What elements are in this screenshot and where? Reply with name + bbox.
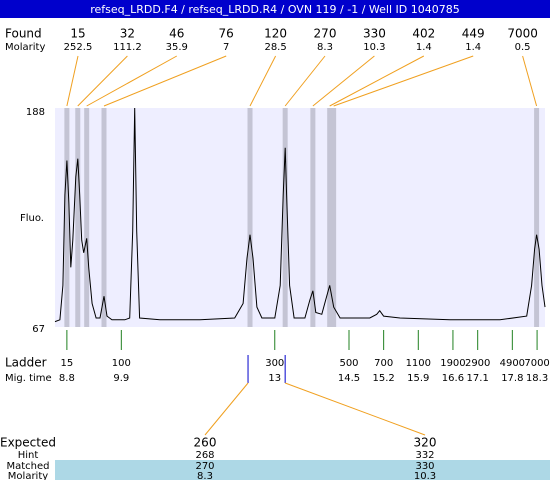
expected-matched: 330 [415, 461, 434, 472]
peak-connector [66, 55, 79, 107]
y-tick-label: 67 [32, 324, 45, 335]
peak-band [310, 108, 316, 327]
plot-area [55, 108, 545, 327]
ladder-size: 300 [265, 358, 284, 369]
ladder-size: 100 [112, 358, 131, 369]
ladder-size: 500 [339, 358, 358, 369]
expected-hint: 332 [415, 450, 434, 461]
found-molarity: 0.5 [515, 42, 531, 53]
ladder-time: 15.2 [373, 373, 395, 384]
ladder-size: 700 [374, 358, 393, 369]
found-size: 270 [314, 27, 337, 41]
ladder-size: 7000 [524, 358, 549, 369]
found-molarity: 35.9 [166, 42, 188, 53]
found-size: 330 [363, 27, 386, 41]
ladder-time: 14.5 [338, 373, 360, 384]
ladder-time: 8.8 [59, 373, 75, 384]
found-size: 120 [264, 27, 287, 41]
ladder-time: 16.6 [442, 373, 464, 384]
molarity-label: Molarity [5, 42, 45, 53]
expected-row-label: Hint [18, 450, 39, 461]
peak-band [331, 108, 337, 327]
ladder-size: 2900 [465, 358, 490, 369]
found-molarity: 28.5 [264, 42, 286, 53]
peak-connector [86, 55, 178, 107]
time-label: Mig. time [5, 373, 52, 384]
ladder-size: 1900 [440, 358, 465, 369]
peak-band [282, 108, 288, 327]
found-label: Found [5, 27, 42, 41]
title-bar [0, 0, 550, 18]
expected-row-label: Molarity [8, 471, 48, 480]
y-axis-label: Fluo. [20, 213, 44, 224]
peak-band [534, 108, 540, 327]
found-size: 46 [169, 27, 184, 41]
peak-connector [284, 55, 326, 107]
found-molarity: 1.4 [416, 42, 432, 53]
found-size: 7000 [507, 27, 538, 41]
matched-band [55, 460, 550, 480]
peak-connector [103, 55, 227, 107]
expected-row-label: Matched [6, 461, 49, 472]
ladder-time: 17.1 [467, 373, 489, 384]
found-size: 15 [70, 27, 85, 41]
peak-connector [312, 55, 375, 107]
expected-connector [204, 382, 249, 436]
expected-matched: 270 [195, 461, 214, 472]
peak-band [84, 108, 90, 327]
expected-row-label: Expected [0, 436, 56, 450]
y-tick-label: 188 [26, 107, 45, 118]
ladder-time: 18.3 [526, 373, 548, 384]
ladder-size: 15 [61, 358, 74, 369]
expected-hint: 268 [195, 450, 214, 461]
found-molarity: 1.4 [465, 42, 481, 53]
found-size: 76 [219, 27, 234, 41]
found-molarity: 252.5 [64, 42, 93, 53]
ladder-label: Ladder [5, 356, 47, 370]
expected-molarity: 8.3 [197, 471, 213, 480]
found-molarity: 7 [223, 42, 229, 53]
chart-title: refseq_LRDD.F4 / refseq_LRDD.R4 / OVN 11… [90, 3, 459, 16]
found-molarity: 111.2 [113, 42, 142, 53]
ladder-time: 9.9 [113, 373, 129, 384]
ladder-size: 4900 [500, 358, 525, 369]
peak-band [75, 108, 81, 327]
peak-band [101, 108, 107, 327]
peak-connector [333, 55, 474, 107]
peak-connector [249, 55, 277, 107]
expected-connector [284, 382, 426, 436]
peak-band [327, 108, 333, 327]
peak-band [247, 108, 253, 327]
ladder-size: 1100 [406, 358, 431, 369]
peak-connector [329, 55, 425, 107]
found-molarity: 8.3 [317, 42, 333, 53]
peak-connector [522, 55, 538, 107]
ladder-time: 13 [268, 373, 281, 384]
found-molarity: 10.3 [363, 42, 385, 53]
peak-connector [77, 55, 128, 107]
found-size: 32 [120, 27, 135, 41]
expected-expected: 260 [194, 436, 217, 450]
trace [54, 107, 546, 323]
ladder-time: 17.8 [501, 373, 523, 384]
expected-expected: 320 [414, 436, 437, 450]
peak-band [64, 108, 70, 327]
expected-molarity: 10.3 [414, 471, 436, 480]
ladder-time: 15.9 [407, 373, 429, 384]
found-size: 402 [412, 27, 435, 41]
found-size: 449 [462, 27, 485, 41]
